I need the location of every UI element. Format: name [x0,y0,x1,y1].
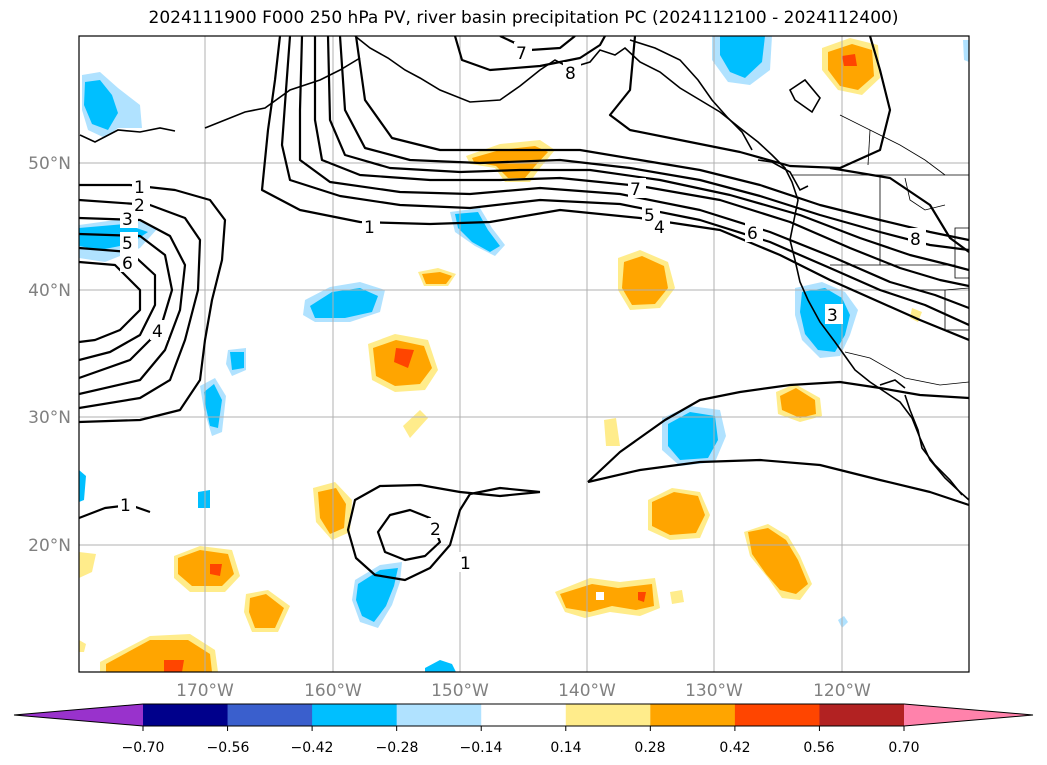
colorbar-tick-label: −0.28 [376,740,419,756]
political-borders [792,114,969,386]
latitude-labels: 50°N 40°N 30°N 20°N [28,154,71,556]
colorbar-segments [14,704,1033,726]
contour-label: 2 [134,196,145,216]
lat-label-40n: 40°N [28,281,71,301]
colorbar-ticks [142,726,905,731]
contour-label: 4 [152,322,163,342]
map-frame [78,35,970,673]
chart-title: 2024111900 F000 250 hPa PV, river basin … [148,8,899,28]
contour-label: 2 [430,520,441,540]
colorbar-tick-labels: −0.70 −0.56 −0.42 −0.28 −0.14 0.14 0.28 … [122,740,920,756]
contour-label: 4 [654,218,665,238]
longitude-labels: 170°W 160°W 150°W 140°W 130°W 120°W [176,681,871,701]
contour-label: 1 [364,218,375,238]
contour-label: 1 [460,554,471,574]
contour-label: 8 [910,230,921,250]
contour-labels: 1 2 3 5 6 4 1 7 5 4 6 7 8 8 3 2 1 1 [120,44,921,574]
map-gridlines [79,36,969,672]
colorbar-extend-max [904,704,1033,726]
contour-label: 3 [827,306,838,326]
colorbar-tick-label: 0.42 [719,740,750,756]
colorbar-segment [650,704,736,726]
colorbar-segment [565,704,651,726]
lat-label-30n: 30°N [28,408,71,428]
contour-label: 7 [516,44,527,64]
lat-label-50n: 50°N [28,154,71,174]
colorbar-tick-label: −0.42 [291,740,334,756]
colorbar-tick-label: 0.14 [550,740,581,756]
contour-label: 8 [565,64,576,84]
colorbar-segment [396,704,482,726]
lon-label-120w: 120°W [813,681,871,701]
colorbar-tick-label: −0.14 [460,740,503,756]
colorbar-segment [819,704,905,726]
contour-label: 1 [120,496,131,516]
lon-label-150w: 150°W [431,681,489,701]
contour-label: 5 [122,234,133,254]
contour-label: 6 [122,254,133,274]
lon-label-170w: 170°W [176,681,234,701]
map-area: 1 2 3 5 6 4 1 7 5 4 6 7 8 8 3 2 1 1 [79,36,969,672]
colorbar-segment [734,704,820,726]
lon-label-160w: 160°W [304,681,362,701]
lon-label-130w: 130°W [685,681,743,701]
colorbar-segment [227,704,313,726]
contour-label: 3 [122,210,133,230]
contour-label: 6 [747,224,758,244]
colorbar-segment [481,704,567,726]
colorbar-tick-label: 0.28 [634,740,665,756]
colorbar: −0.70 −0.56 −0.42 −0.28 −0.14 0.14 0.28 … [13,703,1034,756]
contour-label-masks [118,42,926,572]
colorbar-tick-label: −0.56 [207,740,250,756]
contour-label: 5 [644,206,655,226]
colorbar-tick-label: 0.56 [803,740,834,756]
contour-label: 1 [134,178,145,198]
contour-label: 7 [630,180,641,200]
colorbar-segment [143,704,229,726]
lat-label-20n: 20°N [28,536,71,556]
colorbar-segment [312,704,398,726]
colorbar-tick-label: 0.70 [888,740,919,756]
colorbar-extend-min [14,704,143,726]
lon-label-140w: 140°W [558,681,616,701]
pv-contours [79,36,969,582]
colorbar-tick-label: −0.70 [122,740,165,756]
